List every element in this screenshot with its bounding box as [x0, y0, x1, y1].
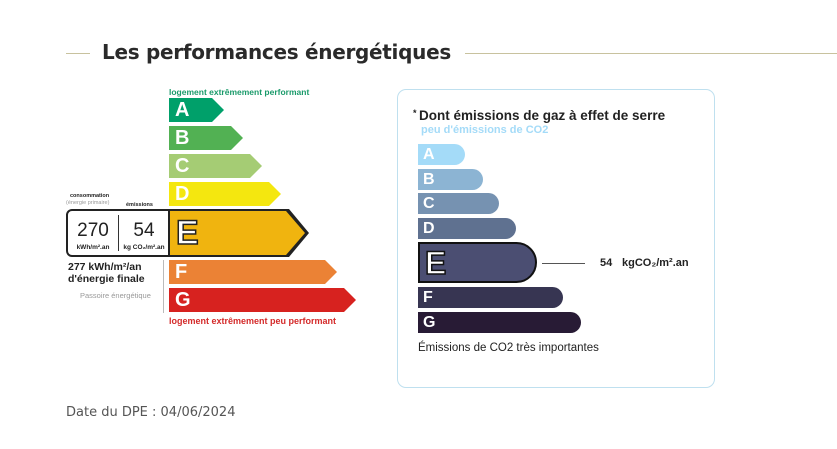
passoire-label: Passoire énergétique: [80, 291, 151, 300]
energy-class-g: G: [169, 288, 356, 312]
final-energy: 277 kWh/m²/an: [68, 261, 142, 273]
title-rule-right: [465, 53, 837, 54]
energy-bottom-label: logement extrêmement peu performant: [169, 316, 337, 326]
ges-panel: [397, 89, 715, 388]
energy-class-f: F: [169, 260, 337, 284]
page-title: Les performances énergétiques: [102, 40, 451, 64]
energy-class-d: D: [169, 182, 281, 206]
energy-class-e: E: [170, 211, 305, 255]
energy-class-a: A: [169, 98, 224, 122]
ges-value: 54: [600, 257, 613, 269]
ges-class-d: D: [418, 218, 516, 239]
emissions-value: 54: [133, 220, 155, 241]
emissions-label: émissions: [126, 202, 153, 208]
ges-top-label: peu d'émissions de CO2: [421, 124, 549, 136]
values-divider: [118, 215, 119, 251]
ges-title-mark: *: [413, 108, 417, 118]
consumption-label: consommation: [70, 193, 110, 199]
energy-class-c: C: [169, 154, 262, 178]
consumption-value: 270: [77, 220, 109, 241]
ges-title: Dont émissions de gaz à effet de serre: [419, 108, 666, 123]
ges-class-f: F: [418, 287, 563, 308]
ges-class-a: A: [418, 144, 465, 165]
consumption-sub: (énergie primaire): [66, 200, 110, 206]
ges-class-b: B: [418, 169, 483, 190]
final-energy-label: d'énergie finale: [68, 273, 145, 285]
ges-class-e: E: [418, 242, 537, 283]
energy-top-label: logement extrêmement performant: [169, 87, 310, 97]
title-rule-left: [66, 53, 90, 54]
ges-pointer-line: [542, 263, 585, 264]
ges-class-g: G: [418, 312, 581, 333]
ges-unit: kgCO₂/m².an: [622, 257, 689, 269]
left-divider: [163, 260, 164, 313]
consumption-unit: kWh/m².an: [76, 244, 110, 251]
energy-class-b: B: [169, 126, 243, 150]
ges-class-c: C: [418, 193, 499, 214]
dpe-date: Date du DPE : 04/06/2024: [66, 405, 236, 420]
energy-values-box: 270 kWh/m².an 54 kg CO₂/m².an: [66, 209, 170, 257]
ges-bottom-label: Émissions de CO2 très importantes: [418, 342, 599, 354]
emissions-unit: kg CO₂/m².an: [123, 244, 165, 251]
